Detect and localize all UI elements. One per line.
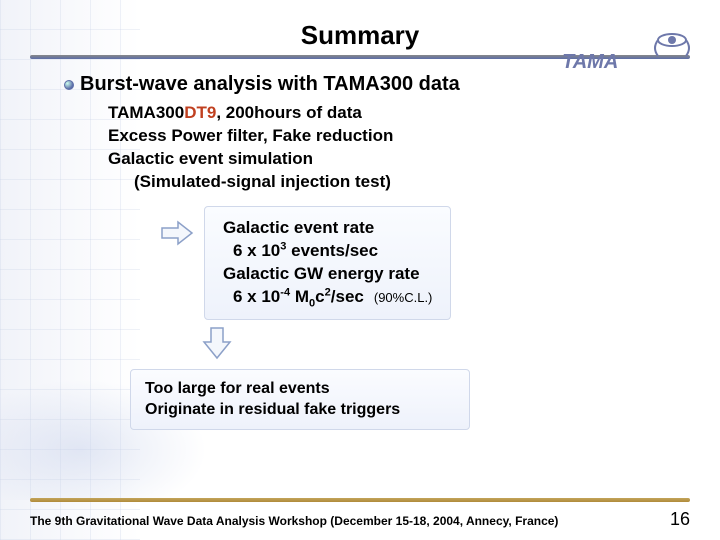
line-1: TAMA300DT9, 200hours of data <box>108 102 690 125</box>
logo-text: TAMA <box>562 51 618 73</box>
rate-4-c: c <box>315 287 324 306</box>
arrow-right-icon <box>160 220 194 246</box>
line-1c: , 200hours of data <box>216 103 361 122</box>
footer-rule <box>30 498 690 502</box>
rate-4-sup: -4 <box>280 286 290 298</box>
line-3: Galactic event simulation <box>108 148 690 171</box>
footer: The 9th Gravitational Wave Data Analysis… <box>30 509 690 530</box>
arrow-down-wrap <box>202 326 690 365</box>
rate-4-pre: 6 x 10 <box>233 287 280 306</box>
rate-4-post: /sec <box>331 287 364 306</box>
line-1b: DT9 <box>184 103 216 122</box>
section-title: Burst-wave analysis with TAMA300 data <box>80 73 460 96</box>
page-number: 16 <box>670 509 690 530</box>
rate-3: Galactic GW energy rate <box>223 263 432 286</box>
end-2: Originate in residual fake triggers <box>145 399 455 421</box>
end-1: Too large for real events <box>145 378 455 400</box>
rate-2-post: events/sec <box>286 241 378 260</box>
body-lines: TAMA300DT9, 200hours of data Excess Powe… <box>108 102 690 194</box>
conclusion-box: Too large for real events Originate in r… <box>130 369 470 430</box>
confidence-level: (90%C.L.) <box>374 289 433 307</box>
rate-4-m: M <box>290 287 309 306</box>
footer-text: The 9th Gravitational Wave Data Analysis… <box>30 514 558 528</box>
rate-2-pre: 6 x 10 <box>233 241 280 260</box>
mid-block: Galactic event rate 6 x 103 events/sec G… <box>160 206 690 320</box>
rate-box: Galactic event rate 6 x 103 events/sec G… <box>204 206 451 320</box>
rate-4: 6 x 10-4 M0c2/sec (90%C.L.) <box>233 286 432 309</box>
tama-logo: TAMA <box>562 26 692 78</box>
line-2: Excess Power filter, Fake reduction <box>108 125 690 148</box>
rate-2: 6 x 103 events/sec <box>233 240 432 263</box>
rate-1: Galactic event rate <box>223 217 432 240</box>
bullet-icon <box>64 80 74 90</box>
line-1a: TAMA300 <box>108 103 184 122</box>
line-4: (Simulated-signal injection test) <box>108 171 690 194</box>
arrow-down-icon <box>202 326 232 360</box>
